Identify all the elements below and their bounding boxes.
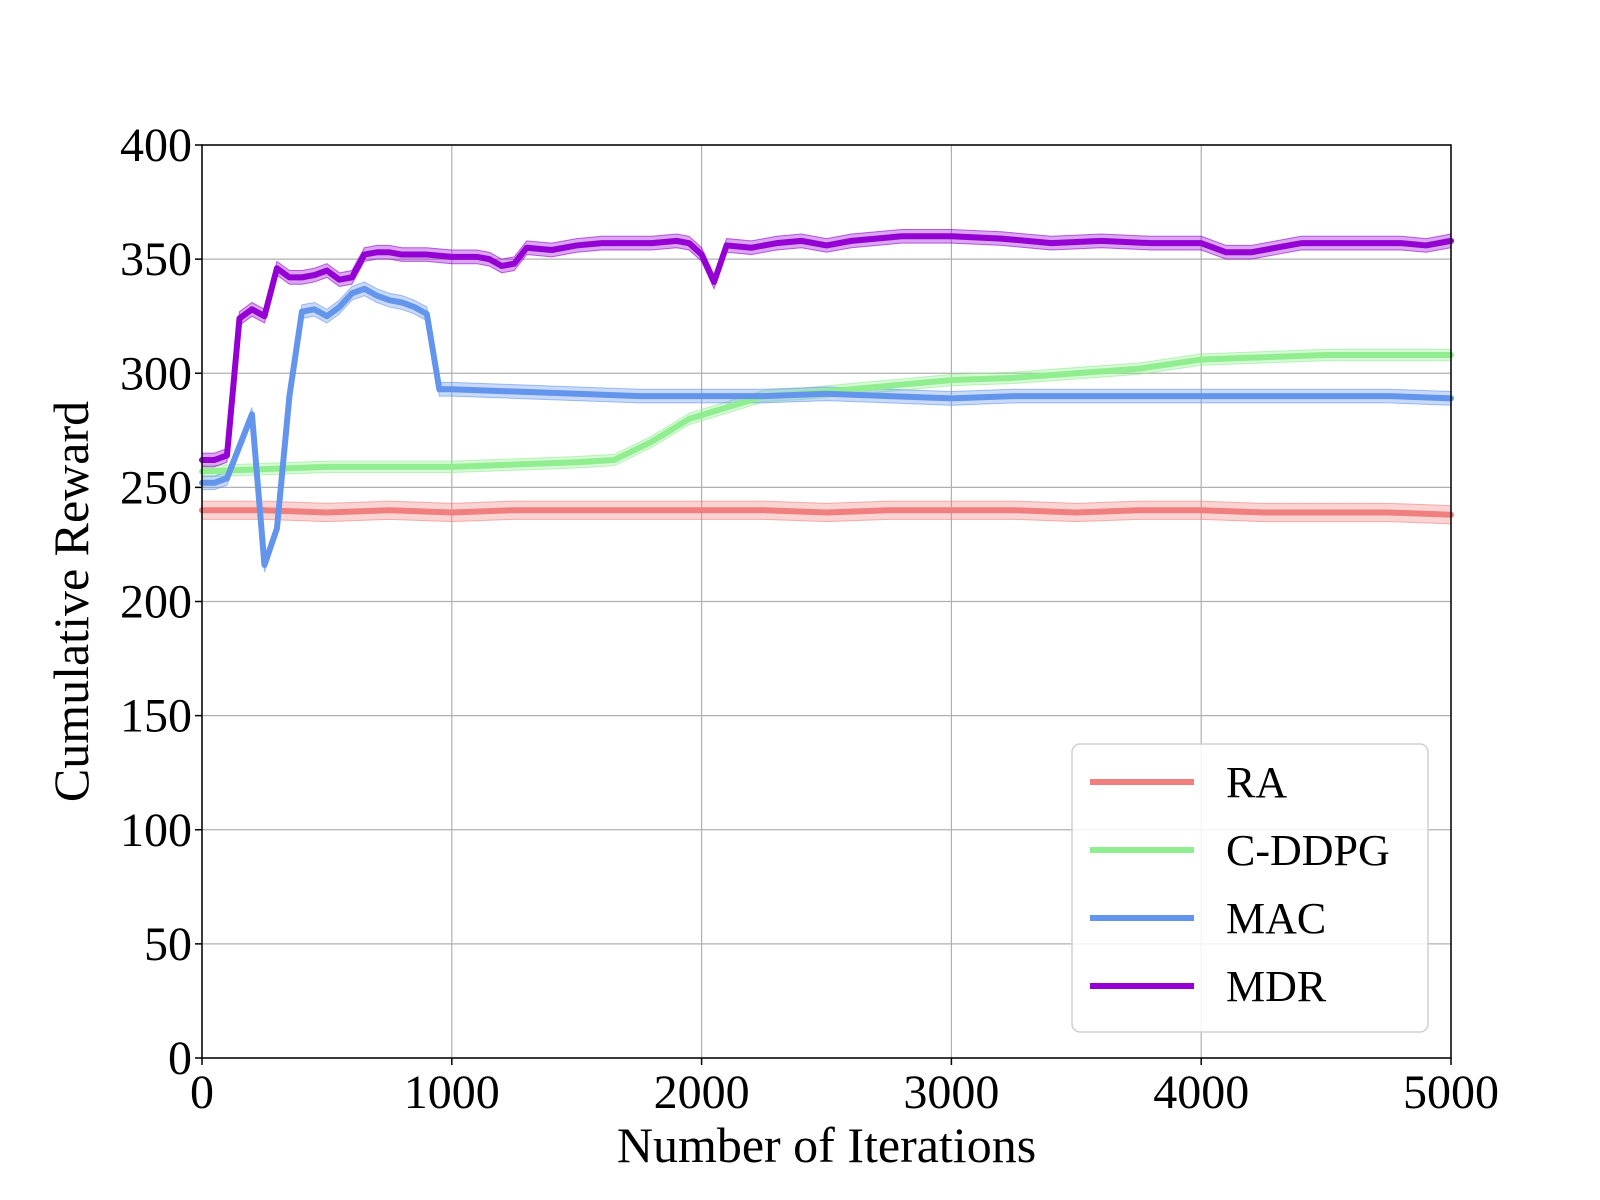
x-tick-label: 4000 — [1153, 1066, 1249, 1119]
x-axis-title: Number of Iterations — [617, 1117, 1036, 1173]
y-tick-label: 400 — [120, 119, 192, 172]
band-mac — [201, 281, 1452, 572]
y-tick-label: 200 — [120, 576, 192, 629]
x-axis-ticks: 0 1000 2000 3000 4000 5000 — [190, 1058, 1499, 1119]
x-tick-label: 0 — [190, 1066, 214, 1119]
legend-label-ra: RA — [1226, 758, 1287, 807]
y-tick-label: 300 — [120, 347, 192, 400]
y-tick-label: 350 — [120, 233, 192, 286]
y-tick-label: 100 — [120, 804, 192, 857]
x-tick-label: 3000 — [903, 1066, 999, 1119]
x-tick-label: 5000 — [1403, 1066, 1499, 1119]
x-tick-label: 1000 — [404, 1066, 500, 1119]
series-line-ra — [199, 507, 1454, 518]
y-axis-ticks: 0 50 100 150 200 250 300 350 400 — [120, 119, 202, 1085]
series-line-mac — [199, 285, 1454, 568]
y-tick-label: 50 — [144, 918, 192, 971]
y-axis-title: Cumulative Reward — [43, 401, 99, 802]
band-c-ddpg — [201, 348, 1452, 478]
series-line-mdr — [199, 233, 1454, 463]
legend-label-mac: MAC — [1226, 894, 1326, 943]
series-lines — [199, 233, 1454, 568]
y-tick-label: 150 — [120, 690, 192, 743]
x-tick-label: 2000 — [654, 1066, 750, 1119]
band-mdr — [201, 228, 1452, 468]
y-tick-label: 0 — [168, 1032, 192, 1085]
legend-box — [1071, 743, 1429, 1033]
legend: RA C-DDPG MAC MDR — [1071, 743, 1429, 1033]
legend-label-c-ddpg: C-DDPG — [1226, 826, 1390, 875]
confidence-bands — [201, 228, 1452, 572]
y-tick-label: 250 — [120, 461, 192, 514]
legend-label-mdr: MDR — [1226, 962, 1327, 1011]
series-line-c-ddpg — [199, 351, 1454, 475]
